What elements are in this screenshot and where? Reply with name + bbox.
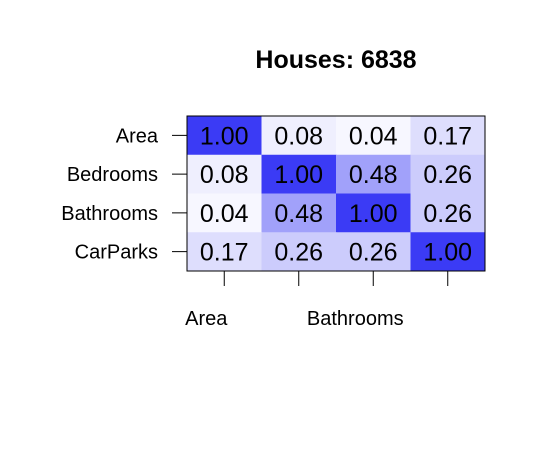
heatmap-cell (187, 116, 262, 156)
y-tick-label: Bedrooms (67, 164, 158, 186)
heatmap-cell (261, 116, 337, 156)
heatmap-cell (261, 232, 337, 272)
heatmap-cell (336, 116, 411, 156)
heatmap-cell (261, 193, 337, 233)
heatmap-cell (187, 154, 262, 194)
heatmap-cells (187, 116, 486, 272)
y-axis: Area Bedrooms Bathrooms CarParks (61, 125, 187, 264)
cell-value-label: 0.17 (423, 122, 472, 150)
cell-value-label: 0.48 (349, 161, 398, 189)
heatmap-cell-labels: 1.00 0.08 0.04 0.17 0.08 1.00 0.48 0.26 0.04 0.48… (200, 122, 472, 266)
heatmap-cell (410, 193, 486, 233)
cell-value-label: 0.48 (274, 200, 323, 228)
heatmap-cell (410, 116, 486, 156)
cell-value-label: 0.04 (349, 122, 398, 150)
cell-value-label: 1.00 (200, 122, 249, 150)
cell-value-label: 1.00 (423, 239, 472, 267)
cell-value-label: 1.00 (349, 200, 398, 228)
cell-value-label: 0.26 (423, 200, 472, 228)
cell-value-label: 0.26 (274, 239, 323, 267)
heatmap-cell (336, 193, 411, 233)
heatmap-cell (336, 232, 411, 272)
cell-value-label: 0.08 (200, 161, 249, 189)
heatmap-cell (410, 232, 486, 272)
chart-title: Houses: 6838 (255, 46, 416, 74)
cell-value-label: 0.04 (200, 200, 249, 228)
cell-value-label: 0.26 (349, 239, 398, 267)
heatmap-cell (410, 154, 486, 194)
x-tick-label: Area (185, 308, 228, 330)
x-axis: Area Bathrooms (185, 271, 449, 330)
cell-value-label: 0.26 (423, 161, 472, 189)
cell-value-label: 1.00 (274, 161, 323, 189)
heatmap-cell (336, 154, 411, 194)
heatmap-cell (187, 193, 262, 233)
y-tick-label: Area (116, 125, 159, 147)
cell-value-label: 0.08 (274, 122, 323, 150)
x-tick-label: Bathrooms (307, 308, 404, 330)
plot-border (186, 115, 486, 272)
y-tick-label: CarParks (75, 242, 158, 264)
heatmap-cell (261, 154, 337, 194)
cell-value-label: 0.17 (200, 239, 249, 267)
heatmap-cell (187, 232, 262, 272)
y-tick-label: Bathrooms (61, 203, 158, 225)
